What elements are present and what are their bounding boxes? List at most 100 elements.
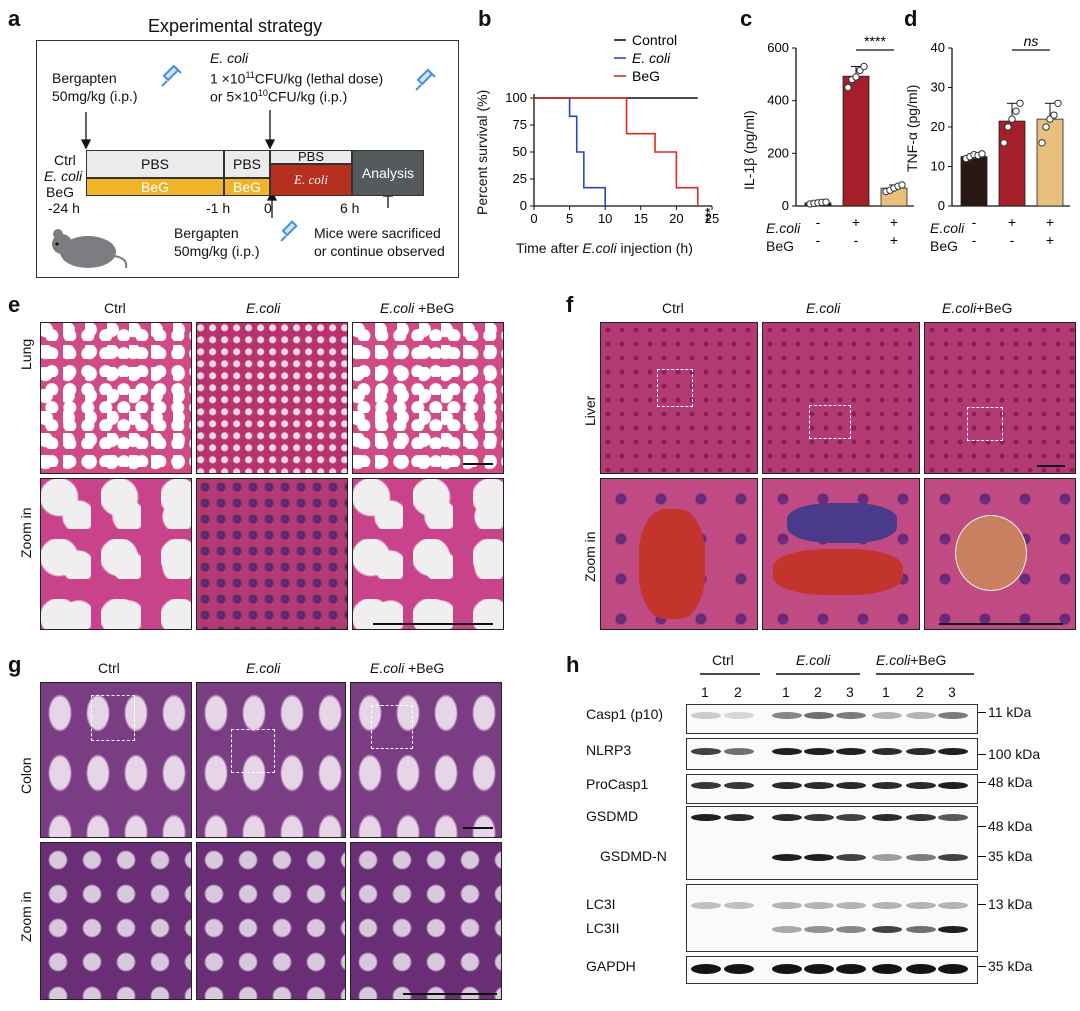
blot-band bbox=[772, 814, 802, 821]
liver-row-label: Liver bbox=[582, 395, 598, 426]
scale-bar bbox=[463, 827, 493, 829]
blot-row-label: GSDMD-N bbox=[600, 848, 667, 864]
ecoli-sign: + bbox=[1046, 214, 1054, 230]
colon-col-ecoli: E.coli bbox=[246, 660, 281, 676]
segment-pbs-1: PBS bbox=[86, 150, 224, 178]
blot-band bbox=[938, 782, 968, 789]
kda-label: 48 kDa bbox=[988, 774, 1033, 790]
segment-beg-2: BeG bbox=[224, 178, 270, 196]
ecoli-title: E. coli bbox=[210, 50, 249, 66]
blot-group-lines bbox=[700, 673, 974, 675]
blot-band bbox=[872, 782, 902, 789]
syringe-icon bbox=[161, 64, 182, 87]
lane-label: 1 bbox=[701, 684, 709, 700]
blot-band bbox=[906, 902, 936, 909]
panel-label-d: d bbox=[904, 6, 918, 31]
y-tick-label: 40 bbox=[931, 40, 945, 55]
strategy-frame bbox=[36, 40, 459, 278]
blot-band bbox=[836, 964, 866, 974]
colon-ctrl-zoom-image bbox=[40, 842, 192, 1000]
blot-band bbox=[836, 854, 866, 861]
significance-label: ns bbox=[1024, 33, 1039, 49]
scale-bar bbox=[939, 623, 1063, 625]
data-point bbox=[1004, 123, 1012, 131]
panel-label-a: a bbox=[8, 6, 21, 31]
x-tick-label: 25 bbox=[705, 211, 719, 226]
kda-marker bbox=[978, 782, 986, 783]
lung-zoom-row-label: Zoom in bbox=[18, 507, 34, 558]
data-point bbox=[860, 62, 868, 71]
colon-ecoli-zoom-image bbox=[196, 842, 346, 1000]
y-tick-label: 20 bbox=[931, 119, 945, 134]
blot-row-label: Casp1 (p10) bbox=[586, 706, 664, 722]
kda-label: 48 kDa bbox=[988, 818, 1033, 834]
blot-band bbox=[804, 814, 834, 821]
lung-ecoli-beg-zoom-image bbox=[352, 478, 504, 630]
lung-col-ecoli-beg: E.coli +BeG bbox=[380, 300, 455, 316]
beg-sign: + bbox=[890, 232, 898, 248]
pretreat-drug: Bergapten bbox=[52, 70, 117, 86]
lung-col-ecoli: E.coli bbox=[246, 300, 281, 316]
liver-ctrl-image bbox=[600, 322, 758, 474]
colon-col-ctrl: Ctrl bbox=[98, 660, 120, 676]
blot-band bbox=[872, 854, 902, 861]
time-minus-1: -1 h bbox=[206, 200, 231, 216]
panel-a-title: Experimental strategy bbox=[148, 16, 323, 36]
kda-label: 13 kDa bbox=[988, 896, 1033, 912]
x-tick-label: 10 bbox=[598, 211, 612, 226]
row-label-beg: BeG bbox=[46, 184, 75, 200]
colon-ecoli-beg-image bbox=[350, 682, 502, 838]
blot-band bbox=[691, 964, 721, 974]
lane-label: 1 bbox=[782, 684, 790, 700]
data-point bbox=[1000, 139, 1008, 147]
legend-label: E. coli bbox=[632, 50, 671, 66]
liver-ecoli-beg-image bbox=[924, 322, 1076, 474]
blot-band bbox=[906, 964, 936, 974]
colon-ctrl-image bbox=[40, 682, 192, 838]
blot-band bbox=[872, 712, 902, 719]
y-tick-label: 400 bbox=[767, 93, 789, 108]
data-point bbox=[1054, 99, 1062, 108]
scale-bar bbox=[403, 993, 497, 995]
blot-band bbox=[906, 854, 936, 861]
blot-band bbox=[772, 782, 802, 789]
ecoli-dose-1: 1 ×1011CFU/kg (lethal dose) bbox=[210, 70, 384, 87]
tnfa-row2-label: BeG bbox=[930, 238, 959, 254]
blot-row-label: ProCasp1 bbox=[586, 776, 649, 792]
kda-label: 100 kDa bbox=[988, 746, 1041, 762]
bar-1 bbox=[842, 75, 870, 207]
blot-band bbox=[804, 964, 834, 974]
blot-band bbox=[724, 712, 754, 719]
beg-sign: - bbox=[1010, 232, 1015, 248]
blot-band bbox=[836, 926, 866, 933]
blot-band bbox=[772, 748, 802, 755]
blot-band bbox=[938, 964, 968, 974]
blot-band bbox=[872, 748, 902, 755]
panel-label-f: f bbox=[566, 292, 574, 317]
panel-label-g: g bbox=[8, 652, 22, 677]
blot-band bbox=[772, 902, 802, 909]
y-tick-label: 0 bbox=[520, 198, 527, 213]
liver-ecoli-beg-zoom-image bbox=[924, 478, 1076, 630]
kda-label: 35 kDa bbox=[988, 848, 1033, 864]
blot-band bbox=[906, 926, 936, 933]
lung-ecoli-beg-image bbox=[352, 322, 504, 474]
data-point bbox=[1008, 115, 1016, 123]
x-tick-label: 20 bbox=[669, 211, 683, 226]
syringe-icon bbox=[280, 220, 298, 242]
kda-marker bbox=[978, 754, 986, 755]
panel-label-c: c bbox=[740, 6, 753, 31]
colon-zoom-row-label: Zoom in bbox=[18, 891, 34, 942]
bar-2 bbox=[1036, 118, 1064, 207]
beg-sign: - bbox=[854, 232, 859, 248]
bar-1 bbox=[998, 120, 1026, 207]
blot-group-ctrl: Ctrl bbox=[712, 652, 734, 668]
segment-analysis: Analysis bbox=[352, 150, 424, 196]
time-6: 6 h bbox=[340, 200, 360, 216]
blot-band bbox=[938, 926, 968, 933]
data-point bbox=[1016, 99, 1024, 108]
blot-row-label: LC3II bbox=[586, 920, 620, 936]
liver-zoom-row-label: Zoom in bbox=[582, 531, 598, 582]
beg-sign: - bbox=[972, 232, 977, 248]
blot-band bbox=[691, 902, 721, 909]
